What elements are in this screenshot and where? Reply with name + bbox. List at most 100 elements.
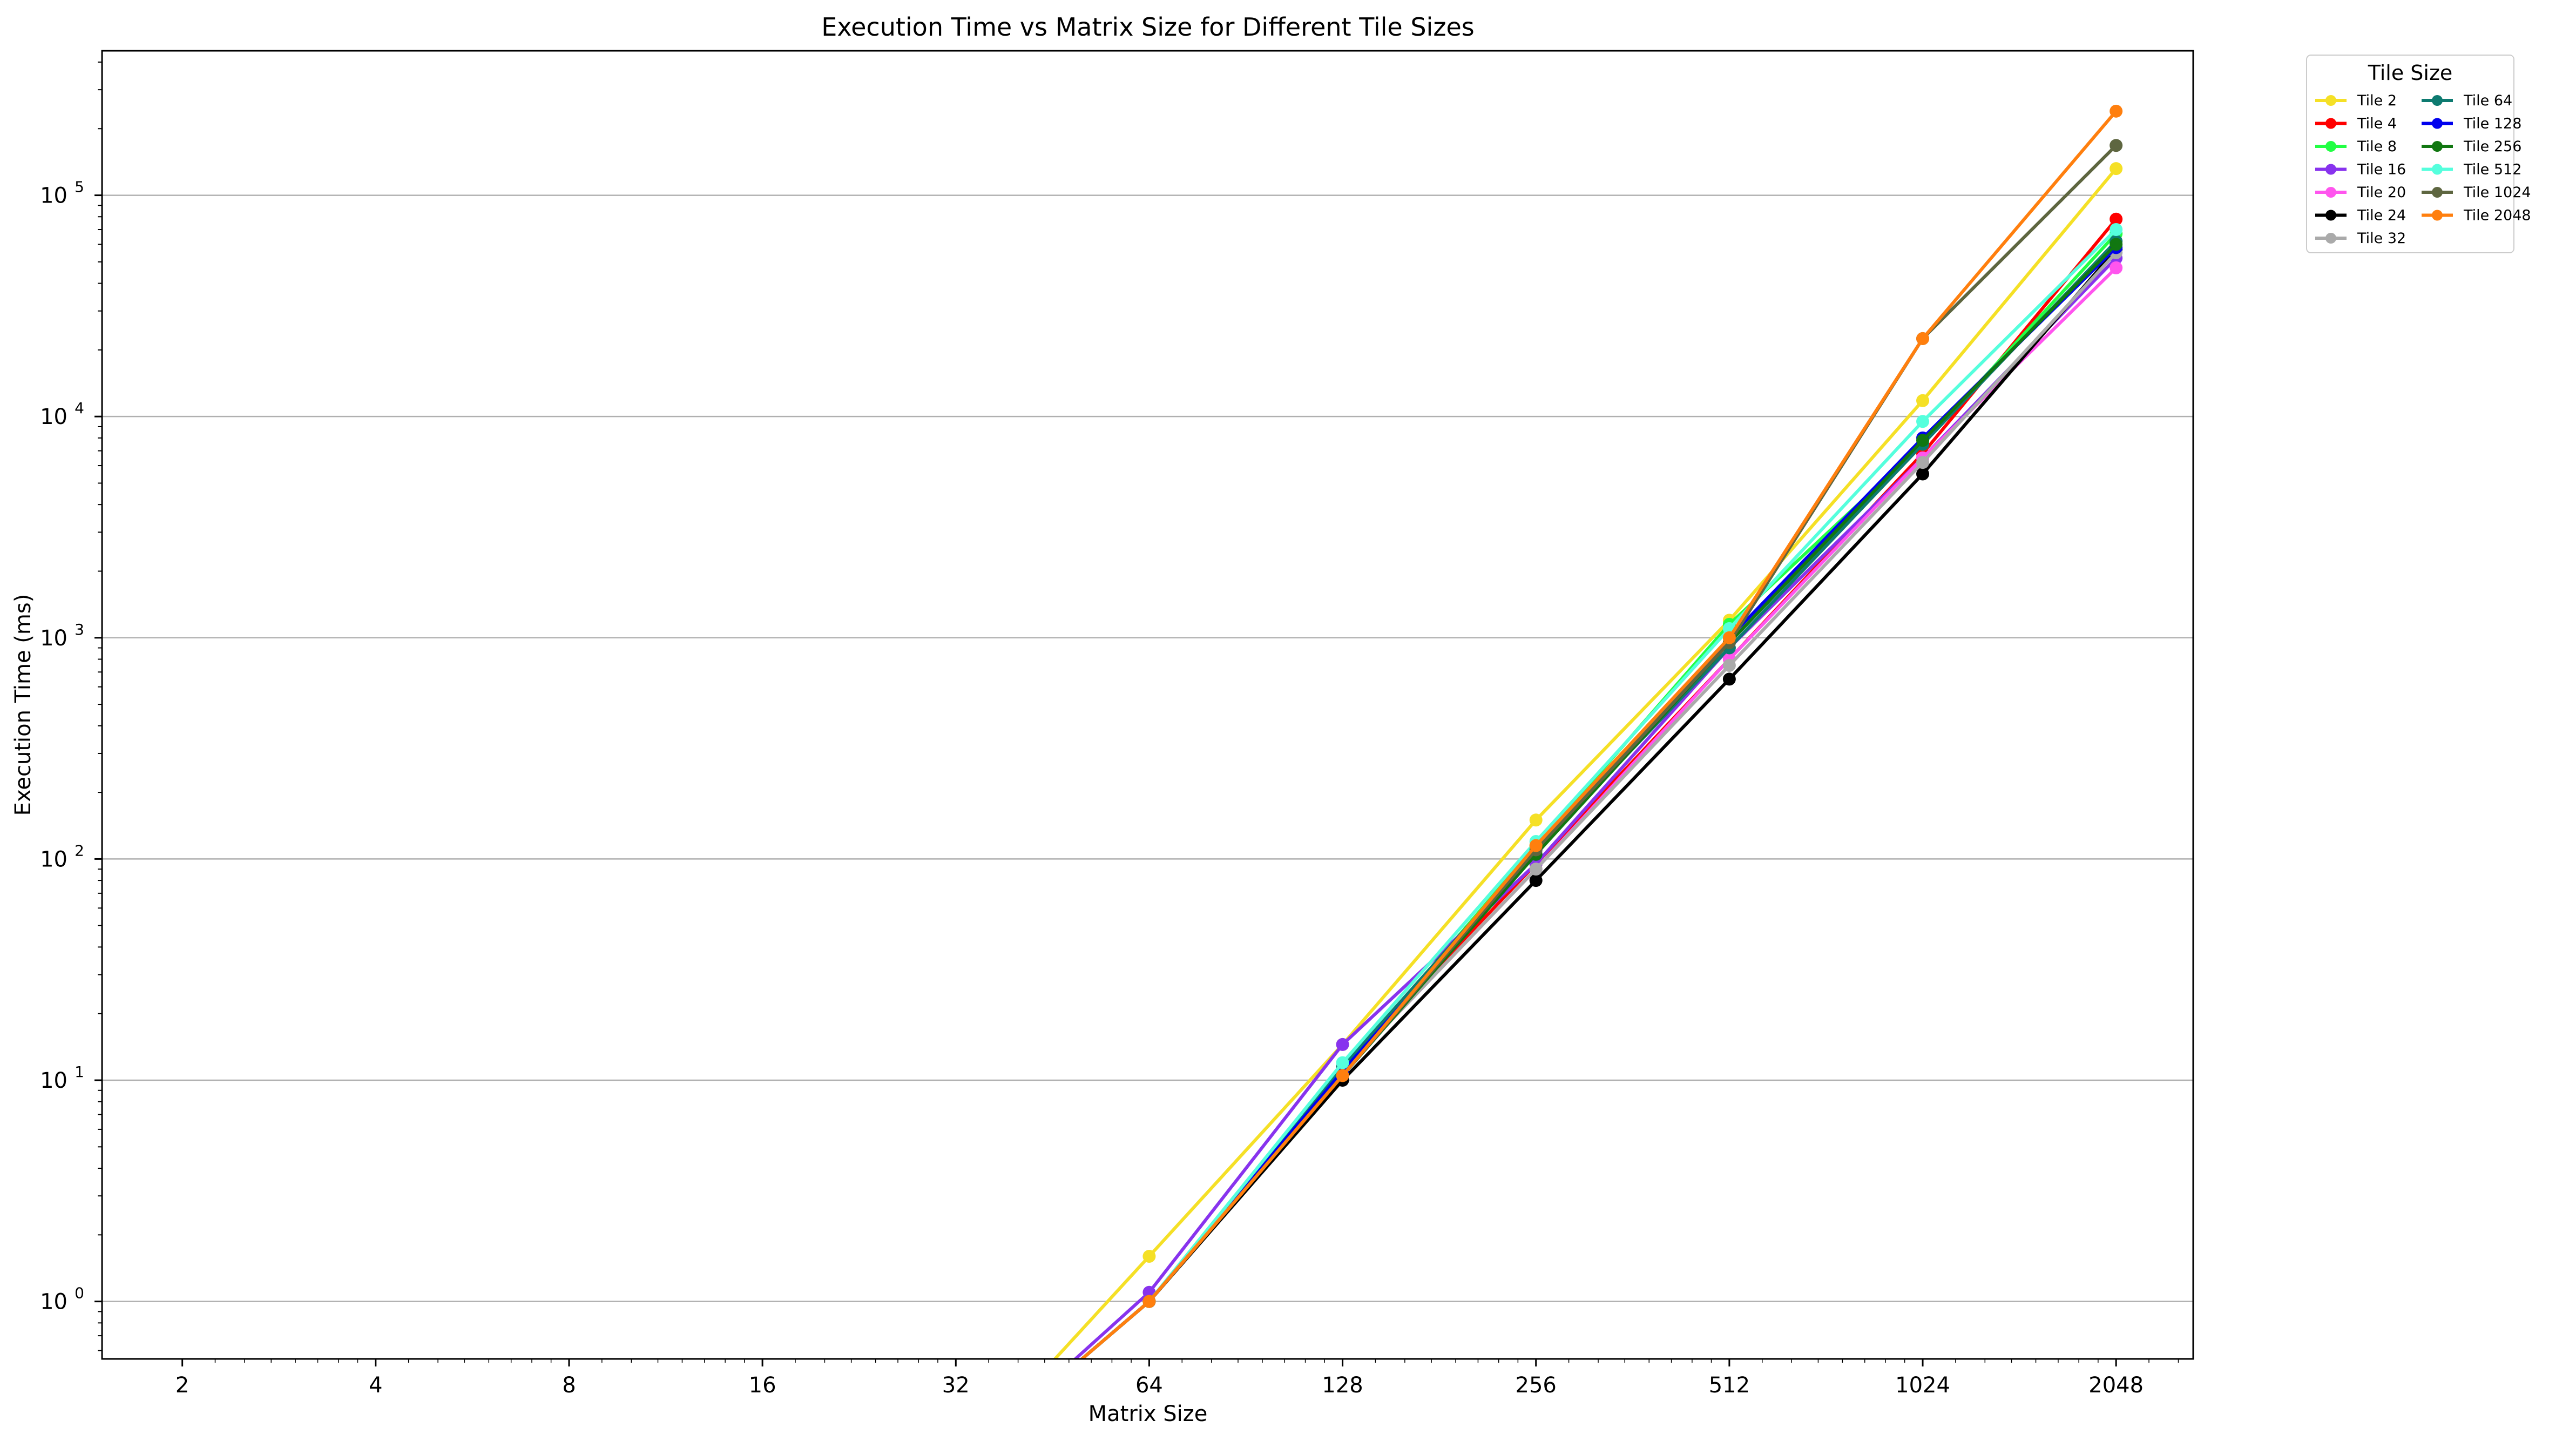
legend-label: Tile 64 xyxy=(2463,92,2512,109)
x-tick-label: 64 xyxy=(1135,1373,1163,1398)
data-point xyxy=(1916,456,1930,469)
y-tick-label: 10 xyxy=(40,1290,67,1315)
y-tick-label-exponent: 5 xyxy=(75,178,84,196)
data-point xyxy=(1529,874,1543,887)
legend-label: Tile 256 xyxy=(2463,138,2521,155)
x-tick-label: 32 xyxy=(942,1373,970,1398)
data-point xyxy=(1916,394,1930,407)
legend-label: Tile 1024 xyxy=(2463,184,2531,201)
x-tick-label: 256 xyxy=(1516,1373,1557,1398)
legend-item: Tile 8 xyxy=(2315,138,2397,155)
legend-swatch-marker xyxy=(2432,141,2443,152)
legend-item: Tile 1024 xyxy=(2422,184,2531,201)
data-point xyxy=(2110,162,2123,176)
series-tile-2048 xyxy=(1079,104,2123,1359)
legend-label: Tile 2 xyxy=(2357,92,2397,109)
legend-swatch-marker xyxy=(2325,141,2336,152)
data-point xyxy=(2110,238,2123,251)
y-tick-label: 10 xyxy=(40,184,67,208)
legend-item: Tile 16 xyxy=(2315,161,2406,178)
legend-label: Tile 4 xyxy=(2357,116,2397,132)
legend-label: Tile 24 xyxy=(2357,207,2406,224)
legend-label: Tile 2048 xyxy=(2463,207,2531,224)
legend-title: Tile Size xyxy=(2368,61,2453,85)
y-tick-label-exponent: 2 xyxy=(75,841,84,859)
data-point xyxy=(1336,1069,1349,1082)
legend-item: Tile 128 xyxy=(2422,116,2521,132)
y-tick-label: 10 xyxy=(40,405,67,429)
y-tick-label-exponent: 4 xyxy=(75,399,84,417)
plot-series xyxy=(1052,104,2123,1359)
legend-item: Tile 2048 xyxy=(2422,207,2531,224)
legend-label: Tile 32 xyxy=(2357,230,2406,247)
data-point xyxy=(2110,139,2123,152)
x-tick-label: 16 xyxy=(749,1373,776,1398)
x-tick-label: 8 xyxy=(562,1373,576,1398)
legend-label: Tile 8 xyxy=(2357,138,2397,155)
legend: Tile Size Tile 2 Tile 4 Tile 8 Tile 16 Tile … xyxy=(2306,55,2531,253)
data-point xyxy=(1722,631,1736,644)
legend-swatch-marker xyxy=(2325,210,2336,221)
data-point xyxy=(1916,467,1930,481)
legend-item: Tile 20 xyxy=(2315,184,2406,201)
legend-item: Tile 256 xyxy=(2422,138,2521,155)
data-point xyxy=(1916,434,1930,447)
legend-swatch-marker xyxy=(2432,210,2443,221)
legend-label: Tile 16 xyxy=(2357,161,2406,178)
x-tick-label: 2 xyxy=(175,1373,189,1398)
legend-swatch-marker xyxy=(2325,118,2336,129)
legend-label: Tile 20 xyxy=(2357,184,2406,201)
chart-title: Execution Time vs Matrix Size for Differ… xyxy=(821,12,1475,42)
x-tick-label: 2048 xyxy=(2088,1373,2144,1398)
y-tick-label: 10 xyxy=(40,847,67,872)
grid-lines xyxy=(102,194,2193,1302)
data-point xyxy=(2110,223,2123,237)
y-axis: 10 0 10 1 10 2 10 3 10 4 10 5 xyxy=(40,61,102,1351)
legend-swatch-marker xyxy=(2432,187,2443,198)
legend-box xyxy=(2306,55,2514,253)
legend-item: Tile 24 xyxy=(2315,207,2406,224)
data-point xyxy=(2110,104,2123,118)
legend-swatch-marker xyxy=(2325,187,2336,198)
legend-swatch-marker xyxy=(2432,164,2443,175)
data-point xyxy=(1336,1038,1349,1051)
y-tick-label-exponent: 1 xyxy=(75,1063,84,1081)
data-point xyxy=(1336,1056,1349,1069)
x-tick-label: 128 xyxy=(1322,1373,1363,1398)
legend-swatch-marker xyxy=(2432,95,2443,106)
data-point xyxy=(1916,415,1930,428)
data-point xyxy=(1722,658,1736,672)
data-point xyxy=(1142,1295,1156,1308)
data-point xyxy=(1529,813,1543,827)
legend-label: Tile 128 xyxy=(2463,116,2521,132)
legend-item: Tile 32 xyxy=(2315,230,2406,247)
legend-item: Tile 2 xyxy=(2315,92,2397,109)
x-tick-label: 1024 xyxy=(1895,1373,1950,1398)
data-point xyxy=(2110,261,2123,274)
legend-swatch-marker xyxy=(2325,95,2336,106)
x-axis-label: Matrix Size xyxy=(1088,1402,1208,1426)
y-tick-label-exponent: 0 xyxy=(75,1284,84,1302)
data-point xyxy=(1142,1250,1156,1263)
data-point xyxy=(1722,672,1736,686)
legend-swatch-marker xyxy=(2325,233,2336,244)
data-point xyxy=(1916,332,1930,345)
x-tick-label: 4 xyxy=(369,1373,382,1398)
x-axis: 2 4 8 16 32 64 128 256 512 1024 2048 xyxy=(175,1359,2179,1398)
y-tick-label: 10 xyxy=(40,1068,67,1093)
legend-label: Tile 512 xyxy=(2463,161,2521,178)
y-tick-label-exponent: 3 xyxy=(75,621,84,638)
legend-item: Tile 512 xyxy=(2422,161,2521,178)
legend-swatch-marker xyxy=(2432,118,2443,129)
data-point xyxy=(2110,212,2123,226)
y-axis-label: Execution Time (ms) xyxy=(11,594,36,816)
legend-item: Tile 64 xyxy=(2422,92,2512,109)
data-point xyxy=(1529,863,1543,876)
legend-swatch-marker xyxy=(2325,164,2336,175)
x-tick-label: 512 xyxy=(1709,1373,1750,1398)
legend-item: Tile 4 xyxy=(2315,116,2397,132)
data-point xyxy=(1529,839,1543,852)
y-tick-label: 10 xyxy=(40,626,67,651)
